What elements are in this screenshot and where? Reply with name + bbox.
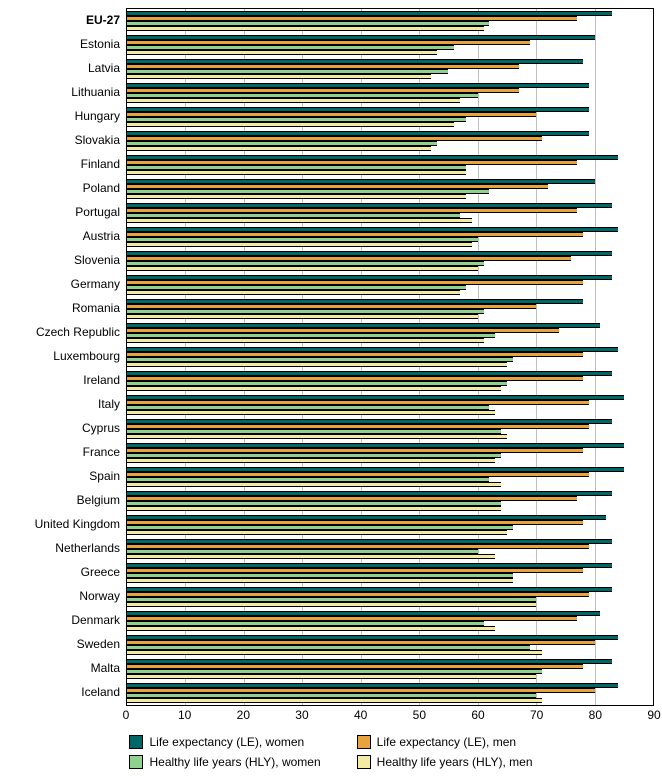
legend-swatch xyxy=(357,755,371,769)
bar-hly-men xyxy=(127,146,431,151)
bar-hly-men xyxy=(127,314,478,319)
country-label: Belgium xyxy=(8,494,126,506)
bar-hly-men xyxy=(127,626,495,631)
x-tick-label: 30 xyxy=(295,709,308,721)
legend-swatch xyxy=(357,735,371,749)
legend-label: Life expectancy (LE), women xyxy=(149,735,304,749)
x-tick-label: 40 xyxy=(354,709,367,721)
x-tick-label: 10 xyxy=(178,709,191,721)
bar-hly-men xyxy=(127,338,484,343)
country-label: Estonia xyxy=(8,38,126,50)
country-label: Finland xyxy=(8,158,126,170)
country-label: Spain xyxy=(8,470,126,482)
bar-hly-men xyxy=(127,170,466,175)
country-label: Romania xyxy=(8,302,126,314)
country-label: Slovakia xyxy=(8,134,126,146)
bar-hly-men xyxy=(127,362,507,367)
country-label: France xyxy=(8,446,126,458)
bar-hly-men xyxy=(127,386,501,391)
bar-hly-men xyxy=(127,194,466,199)
bar-hly-men xyxy=(127,578,513,583)
bar-hly-men xyxy=(127,674,536,679)
bar-hly-men xyxy=(127,434,507,439)
country-label: Czech Republic xyxy=(8,326,126,338)
bar-hly-men xyxy=(127,26,484,31)
x-tick-label: 60 xyxy=(471,709,484,721)
legend-swatch xyxy=(129,735,143,749)
country-label: Luxembourg xyxy=(8,350,126,362)
country-label: Austria xyxy=(8,230,126,242)
country-label: Denmark xyxy=(8,614,126,626)
bar-hly-men xyxy=(127,74,431,79)
le-hly-by-country-chart: EU-27 Estonia Latvia Lithuania Hungary Slovak… xyxy=(8,8,654,769)
country-label: Hungary xyxy=(8,110,126,122)
x-tick-label: 20 xyxy=(237,709,250,721)
bar-hly-men xyxy=(127,242,472,247)
x-axis: 0102030405060708090 xyxy=(8,709,654,725)
legend-item: Life expectancy (LE), women xyxy=(129,735,320,749)
country-label: Portugal xyxy=(8,206,126,218)
country-label: United Kingdom xyxy=(8,518,126,530)
bar-hly-men xyxy=(127,122,454,127)
country-label: Latvia xyxy=(8,62,126,74)
bar-hly-men xyxy=(127,506,501,511)
bar-hly-men xyxy=(127,50,437,55)
country-label: Norway xyxy=(8,590,126,602)
country-label: Netherlands xyxy=(8,542,126,554)
bar-hly-men xyxy=(127,98,460,103)
country-label: Italy xyxy=(8,398,126,410)
bar-hly-men xyxy=(127,410,495,415)
x-tick-label: 70 xyxy=(530,709,543,721)
legend: Life expectancy (LE), women Life expectan… xyxy=(8,735,654,769)
bar-hly-men xyxy=(127,266,478,271)
legend-label: Healthy life years (HLY), men xyxy=(377,755,533,769)
country-label: Sweden xyxy=(8,638,126,650)
legend-label: Life expectancy (LE), men xyxy=(377,735,516,749)
legend-label: Healthy life years (HLY), women xyxy=(149,755,320,769)
bar-hly-men xyxy=(127,602,536,607)
country-label: Slovenia xyxy=(8,254,126,266)
bar-hly-men xyxy=(127,482,501,487)
bar-hly-men xyxy=(127,530,507,535)
legend-item: Life expectancy (LE), men xyxy=(357,735,533,749)
country-label: Ireland xyxy=(8,374,126,386)
country-label: Malta xyxy=(8,662,126,674)
x-tick-label: 0 xyxy=(123,709,130,721)
x-tick-label: 90 xyxy=(647,709,660,721)
bar-hly-men xyxy=(127,458,495,463)
plot-area xyxy=(126,8,654,706)
bar-hly-men xyxy=(127,554,495,559)
country-label: Poland xyxy=(8,182,126,194)
legend-swatch xyxy=(129,755,143,769)
country-label: Greece xyxy=(8,566,126,578)
x-tick-label: 50 xyxy=(413,709,426,721)
x-tick-label: 80 xyxy=(589,709,602,721)
country-label: Lithuania xyxy=(8,86,126,98)
country-label: EU-27 xyxy=(8,14,126,26)
legend-item: Healthy life years (HLY), women xyxy=(129,755,320,769)
bar-hly-men xyxy=(127,698,542,703)
country-label: Iceland xyxy=(8,686,126,698)
country-label: Cyprus xyxy=(8,422,126,434)
legend-item: Healthy life years (HLY), men xyxy=(357,755,533,769)
country-label: Germany xyxy=(8,278,126,290)
bar-hly-men xyxy=(127,218,472,223)
bar-hly-men xyxy=(127,650,542,655)
bar-hly-men xyxy=(127,290,460,295)
